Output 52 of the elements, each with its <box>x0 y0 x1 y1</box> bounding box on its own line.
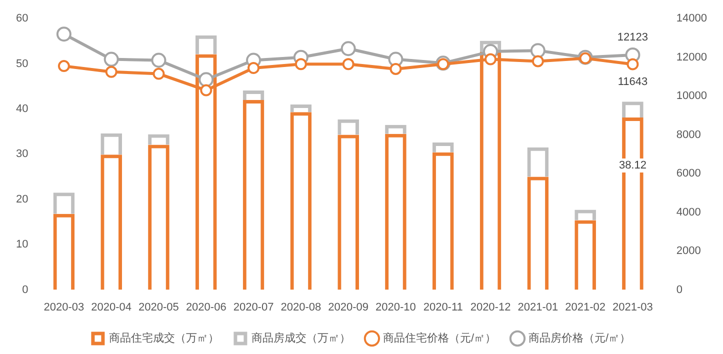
point <box>532 55 544 68</box>
x-tick-label: 2020-08 <box>280 301 322 314</box>
x-tick-label: 2020-11 <box>423 301 463 314</box>
point <box>151 52 166 68</box>
x-tick-label: 2020-12 <box>470 301 511 314</box>
legend-label: 商品住宅成交（万㎡） <box>108 332 219 345</box>
x-tick-label: 2020-09 <box>328 301 369 314</box>
y2-tick-label: 12000 <box>676 51 708 64</box>
point <box>105 66 118 78</box>
y-tick-label: 40 <box>16 103 28 116</box>
point <box>340 41 356 56</box>
x-tick-label: 2020-04 <box>91 301 132 314</box>
y-tick-label: 20 <box>16 193 28 206</box>
y2-tick-label: 8000 <box>676 128 701 141</box>
x-tick-label: 2021-03 <box>612 301 653 314</box>
legend-label: 商品房价格（元/㎡） <box>528 332 631 345</box>
legend-label: 商品住宅价格（元/㎡） <box>382 332 496 345</box>
point <box>294 58 307 70</box>
x-tick-label: 2020-03 <box>44 301 84 314</box>
point <box>342 58 354 70</box>
point <box>530 43 546 58</box>
point <box>198 72 214 88</box>
y2-tick-label: 14000 <box>676 12 708 25</box>
point <box>200 84 212 96</box>
y2-tick-label: 4000 <box>676 206 701 218</box>
y-tick-label: 10 <box>16 238 28 251</box>
y-tick-label: 0 <box>22 284 28 296</box>
point <box>390 62 402 75</box>
point <box>104 52 119 67</box>
y2-tick-label: 0 <box>676 284 683 296</box>
point <box>56 26 72 42</box>
x-tick-label: 2020-10 <box>376 301 416 314</box>
data-label: 12123 <box>617 31 648 44</box>
point <box>152 68 165 80</box>
point <box>484 53 497 66</box>
y-tick-label: 50 <box>16 58 28 70</box>
data-label: 11643 <box>618 76 648 88</box>
data-label: 38.12 <box>618 160 646 172</box>
x-tick-label: 2021-01 <box>518 301 558 314</box>
x-tick-label: 2020-07 <box>233 301 274 314</box>
point <box>248 62 260 74</box>
y2-tick-label: 2000 <box>676 245 701 258</box>
x-tick-label: 2021-02 <box>565 301 606 314</box>
x-tick-label: 2020-05 <box>138 301 179 314</box>
y-tick-label: 30 <box>16 148 28 160</box>
point <box>58 60 70 72</box>
legend-label: 商品房成交（万㎡） <box>251 332 350 345</box>
x-tick-label: 2020-06 <box>186 301 226 314</box>
y2-tick-label: 10000 <box>676 90 708 102</box>
y-tick-label: 60 <box>16 12 28 25</box>
point <box>626 58 639 70</box>
y2-tick-label: 6000 <box>676 168 701 180</box>
